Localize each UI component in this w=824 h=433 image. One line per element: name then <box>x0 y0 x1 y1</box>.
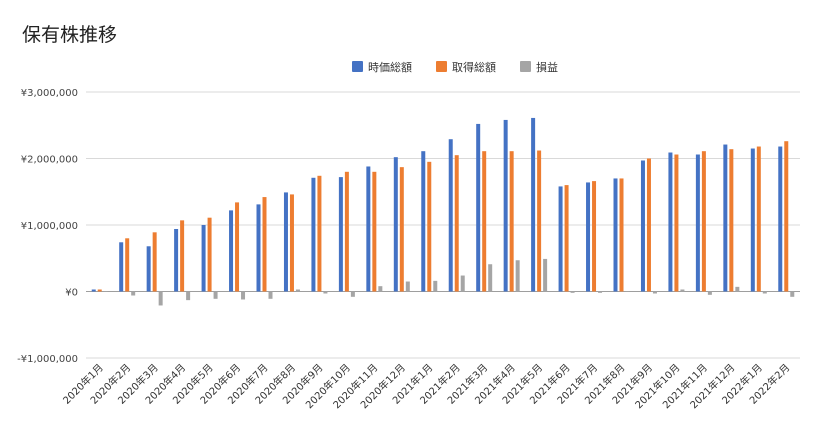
y-tick-label: ¥3,000,000 <box>21 88 78 99</box>
bar-market-value <box>640 160 645 292</box>
bar-market-value <box>393 157 398 292</box>
bar-acquisition-cost <box>427 161 432 292</box>
bar-acquisition-cost <box>152 232 157 292</box>
bar-acquisition-cost <box>207 217 212 292</box>
bar-market-value <box>256 204 261 292</box>
bar-acquisition-cost <box>729 149 734 292</box>
bar-profit-loss <box>707 291 712 295</box>
bar-acquisition-cost <box>235 202 240 292</box>
bar-profit-loss <box>131 291 136 296</box>
bar-profit-loss <box>213 291 218 299</box>
legend-label: 損益 <box>536 60 558 74</box>
bar-acquisition-cost <box>482 151 487 292</box>
bar-profit-loss <box>762 291 767 294</box>
bar-acquisition-cost <box>701 151 706 292</box>
bar-profit-loss <box>405 281 410 292</box>
bar-profit-loss <box>268 291 273 299</box>
bar-acquisition-cost <box>564 185 569 292</box>
bar-market-value <box>366 166 371 292</box>
bar-profit-loss <box>543 258 548 292</box>
bar-market-value <box>613 178 618 292</box>
bar-market-value <box>668 152 673 292</box>
y-tick-label: -¥1,000,000 <box>17 354 78 365</box>
legend-label: 時価総額 <box>368 60 412 74</box>
bar-market-value <box>558 186 563 292</box>
bar-profit-loss <box>158 291 163 306</box>
bar-acquisition-cost <box>399 167 404 292</box>
bar-acquisition-cost <box>619 178 624 292</box>
bar-market-value <box>531 117 536 292</box>
bar-market-value <box>201 225 206 292</box>
bar-market-value <box>448 139 453 292</box>
chart-title: 保有株推移 <box>22 24 118 46</box>
bar-acquisition-cost <box>262 197 267 292</box>
bar-market-value <box>723 144 728 292</box>
legend-label: 取得総額 <box>452 60 496 74</box>
bar-market-value <box>695 154 700 292</box>
bar-acquisition-cost <box>592 181 597 292</box>
bar-market-value <box>119 242 124 292</box>
bar-acquisition-cost <box>509 151 514 292</box>
bar-profit-loss <box>735 286 740 292</box>
bar-acquisition-cost <box>125 238 130 292</box>
legend-swatch <box>352 61 363 72</box>
bar-market-value <box>174 228 179 292</box>
bar-market-value <box>586 182 591 292</box>
bar-acquisition-cost <box>674 154 679 292</box>
y-tick-label: ¥1,000,000 <box>21 221 78 232</box>
bar-market-value <box>229 210 234 292</box>
bar-market-value <box>283 192 288 292</box>
bar-profit-loss <box>625 291 630 292</box>
bar-profit-loss <box>186 291 191 301</box>
bar-profit-loss <box>488 264 493 292</box>
bar-market-value <box>91 289 96 292</box>
y-tick-label: ¥0 <box>65 288 78 299</box>
bar-market-value <box>476 123 481 292</box>
legend-swatch <box>436 61 447 72</box>
bar-acquisition-cost <box>454 155 459 292</box>
bar-market-value <box>311 177 316 292</box>
bar-market-value <box>778 146 783 292</box>
bar-profit-loss <box>350 291 355 297</box>
bar-profit-loss <box>103 291 108 292</box>
bar-profit-loss <box>433 280 438 292</box>
bar-acquisition-cost <box>784 141 789 292</box>
bar-acquisition-cost <box>537 150 542 292</box>
bar-profit-loss <box>790 291 795 297</box>
bar-profit-loss <box>241 291 246 300</box>
bar-market-value <box>146 246 151 292</box>
bar-market-value <box>750 148 755 292</box>
bar-profit-loss <box>515 260 520 292</box>
bar-market-value <box>338 177 343 292</box>
bar-acquisition-cost <box>97 289 102 292</box>
legend-swatch <box>520 61 531 72</box>
bar-acquisition-cost <box>344 171 349 292</box>
bar-profit-loss <box>570 291 575 293</box>
y-tick-label: ¥2,000,000 <box>21 155 78 166</box>
bar-acquisition-cost <box>289 194 294 292</box>
bar-acquisition-cost <box>756 146 761 292</box>
bar-profit-loss <box>598 291 603 293</box>
bar-profit-loss <box>378 286 383 292</box>
bar-market-value <box>503 119 508 292</box>
bar-profit-loss <box>460 275 465 292</box>
bar-acquisition-cost <box>646 158 651 292</box>
bar-profit-loss <box>652 291 657 294</box>
bar-acquisition-cost <box>180 220 185 292</box>
bar-profit-loss <box>323 291 328 294</box>
bar-market-value <box>421 151 426 292</box>
bar-acquisition-cost <box>372 171 377 292</box>
bar-profit-loss <box>295 289 300 292</box>
bar-profit-loss <box>680 289 685 292</box>
bar-acquisition-cost <box>317 175 322 292</box>
